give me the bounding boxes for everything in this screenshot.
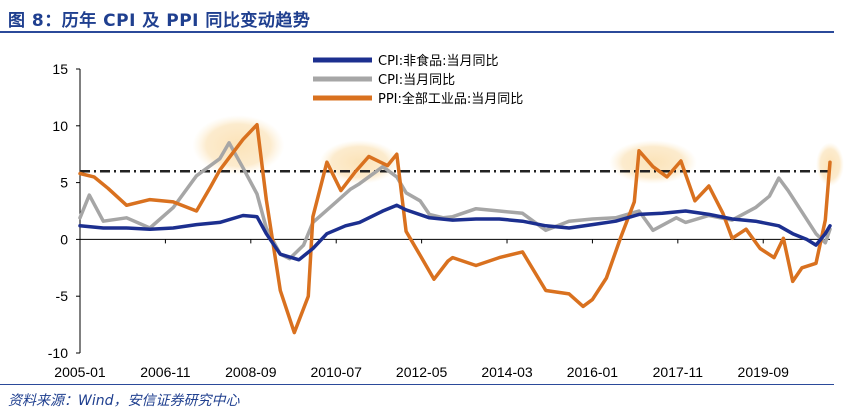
x-tick-label: 2019-09	[738, 364, 790, 380]
series-line	[78, 122, 832, 335]
x-tick-label: 2006-11	[140, 364, 191, 380]
x-tick-label: 2017-11	[653, 364, 704, 380]
source-rule	[0, 384, 834, 385]
series-lines	[78, 122, 832, 335]
y-tick-label: 10	[52, 118, 68, 134]
y-tick-label: 0	[60, 231, 68, 247]
highlight-zone	[608, 140, 697, 185]
legend-label: PPI:全部工业品:当月同比	[378, 91, 523, 107]
x-tick-label: 2010-07	[311, 364, 363, 380]
chart-axes: 15 10 5 0 -5 -10 2005-01 2006-11 2008-09 2010-07 2…	[48, 61, 830, 380]
y-tick-label: -5	[56, 288, 69, 304]
chart-legend: CPI:非食品:当月同比 CPI:当月同比 PPI:全部工业品:当月同比	[313, 53, 523, 107]
series-line	[78, 141, 832, 261]
chart-title: 图 8：历年 CPI 及 PPI 同比变动趋势	[8, 11, 311, 31]
legend-label: CPI:当月同比	[378, 73, 455, 88]
x-tick-label: 2008-09	[225, 364, 277, 380]
y-tick-label: -10	[48, 345, 68, 361]
highlight-zones	[192, 115, 844, 187]
y-tick-label: 15	[52, 61, 68, 77]
title-rule	[0, 31, 834, 33]
x-tick-label: 2016-01	[567, 364, 619, 380]
x-tick-label: 2005-01	[54, 364, 106, 380]
legend-label: CPI:非食品:当月同比	[378, 53, 499, 69]
source-note: 资料来源：Wind，安信证券研究中心	[8, 393, 240, 409]
y-tick-label: 5	[60, 175, 68, 191]
highlight-zone	[319, 140, 400, 185]
series-line	[78, 203, 832, 262]
x-tick-label: 2014-03	[481, 364, 533, 380]
x-tick-label: 2012-05	[396, 364, 448, 380]
